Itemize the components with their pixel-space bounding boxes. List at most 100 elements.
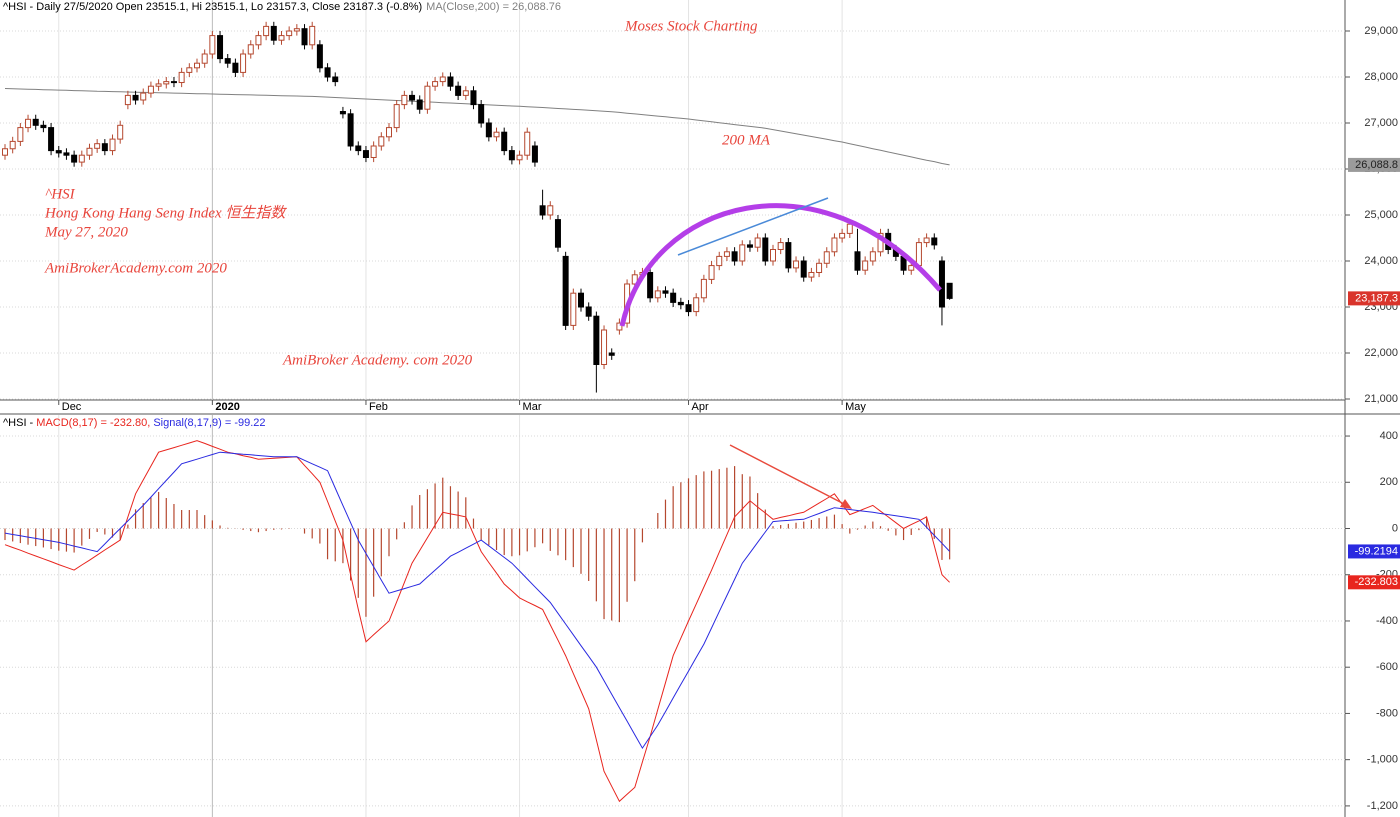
candle-body <box>9 140 16 150</box>
candle-body <box>409 94 416 101</box>
candle-body <box>593 315 600 365</box>
candle-body <box>670 292 677 303</box>
candle-body <box>48 127 55 152</box>
candle-body <box>470 90 477 106</box>
candle-body <box>362 150 369 158</box>
candle-body <box>186 67 193 73</box>
candle-body <box>347 113 354 147</box>
macd-title: ^HSI - <box>3 417 36 429</box>
candle-body <box>332 76 339 83</box>
candle-body <box>508 150 515 161</box>
candle-body <box>616 322 623 331</box>
candle-body <box>946 282 953 299</box>
candle-body <box>194 62 200 69</box>
candle-body <box>570 292 577 326</box>
candle-body <box>401 94 408 106</box>
candle-body <box>224 58 231 64</box>
candle-body <box>478 104 485 124</box>
annotation: Hong Kong Hang Seng Index 恒生指数 <box>44 204 287 221</box>
candle-body <box>432 81 439 87</box>
y-tick-label: 27,000 <box>1364 117 1398 129</box>
candle-body <box>516 154 523 161</box>
y-tick-label: 200 <box>1380 476 1398 488</box>
candle-body <box>816 262 823 273</box>
candle-body <box>155 83 162 87</box>
candle-body <box>808 271 815 278</box>
candle-body <box>554 219 561 248</box>
candle-body <box>63 152 70 156</box>
candle-body <box>55 150 62 154</box>
candle-body <box>831 237 838 253</box>
y-tick-label: -400 <box>1376 615 1398 627</box>
candle-body <box>217 35 224 60</box>
candle-body <box>823 251 830 264</box>
candle-body <box>424 85 431 110</box>
candle-body <box>777 242 784 250</box>
candle-body <box>685 304 692 313</box>
candle-body <box>339 110 346 115</box>
annotation: Moses Stock Charting <box>624 18 758 34</box>
candle-body <box>309 25 316 46</box>
candle-body <box>524 131 531 156</box>
last-value-label: 26,088.8 <box>1355 159 1398 171</box>
x-tick-label: Dec <box>62 401 82 413</box>
candle-body <box>370 145 377 158</box>
candle-body <box>201 53 208 64</box>
candle-body <box>94 143 101 149</box>
candle-body <box>693 297 700 313</box>
arrow-head <box>840 499 852 509</box>
arc-drawing <box>619 203 942 327</box>
candle-body <box>25 118 32 129</box>
candle-body <box>355 145 362 152</box>
y-tick-label: -1,200 <box>1367 800 1398 812</box>
candle-body <box>908 265 915 271</box>
candle-body <box>501 131 508 152</box>
x-tick-label: Apr <box>692 401 709 413</box>
candle-body <box>854 251 861 271</box>
candle-body <box>923 237 930 244</box>
candle-body <box>293 28 300 32</box>
candle-body <box>462 90 469 96</box>
candle-body <box>839 232 846 239</box>
candle-body <box>654 290 661 299</box>
candle-body <box>286 30 293 37</box>
candle-body <box>170 81 177 84</box>
candle-body <box>101 143 108 152</box>
candle-body <box>270 25 277 41</box>
candle-body <box>255 35 262 46</box>
candle-body <box>324 67 331 78</box>
candle-body <box>539 205 546 216</box>
x-tick-label: 2020 <box>215 401 239 413</box>
macd-legend: MACD(8,17) = -232.80, <box>36 417 150 429</box>
candle-body <box>493 131 500 138</box>
candle-body <box>915 242 922 267</box>
annotation: ^HSI <box>45 186 76 202</box>
x-tick-label: Mar <box>523 401 542 413</box>
candle-body <box>393 104 400 129</box>
signal-legend: Signal(8,17,9) = -99.22 <box>153 417 265 429</box>
annotation: AmiBroker Academy. com 2020 <box>282 352 473 368</box>
candle-body <box>278 35 285 41</box>
candle-body <box>723 251 730 257</box>
x-tick-label: May <box>845 401 866 413</box>
candle-body <box>770 248 776 262</box>
candle-body <box>117 124 124 140</box>
candle-body <box>40 124 47 129</box>
last-value-label: -232.803 <box>1355 576 1398 588</box>
candle-body <box>762 237 769 262</box>
y-tick-label: 25,000 <box>1364 209 1398 221</box>
x-tick-label: Feb <box>369 401 388 413</box>
candle-body <box>531 145 538 163</box>
candle-body <box>547 205 554 216</box>
candle-body <box>263 25 270 37</box>
candle-body <box>862 260 869 271</box>
candle-body <box>86 147 93 156</box>
candle-body <box>71 154 78 163</box>
candle-body <box>140 92 147 101</box>
candle-body <box>386 127 392 138</box>
macd-line <box>4 440 950 803</box>
y-tick-label: 28,000 <box>1364 71 1398 83</box>
candle-body <box>316 44 323 69</box>
candle-body <box>124 94 131 106</box>
candle-body <box>647 271 654 299</box>
